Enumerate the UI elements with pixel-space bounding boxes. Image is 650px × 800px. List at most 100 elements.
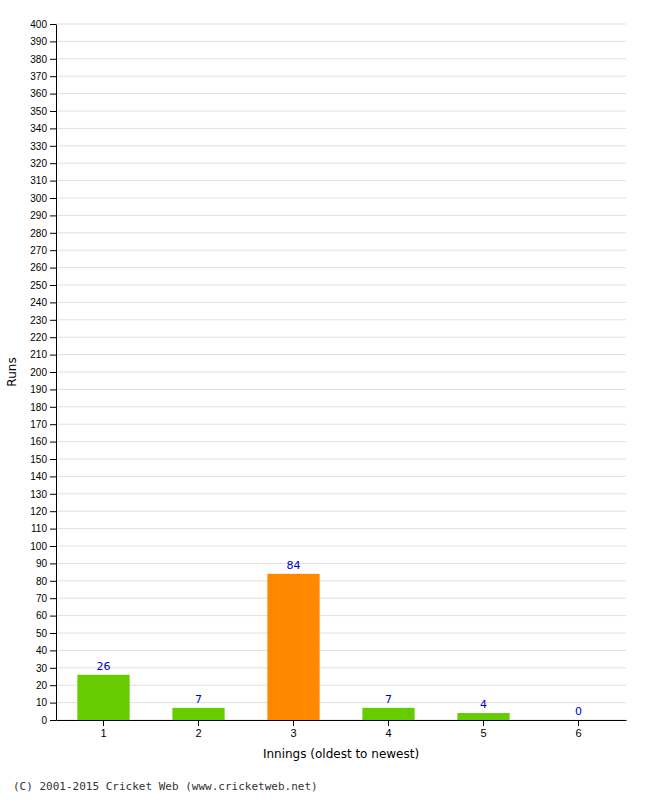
- y-tick: 260: [30, 262, 56, 273]
- y-tick-mark: [50, 372, 56, 373]
- y-tick-mark: [50, 302, 56, 303]
- data-label: 7: [385, 693, 392, 706]
- data-label: 26: [97, 660, 111, 673]
- y-tick-mark: [50, 250, 56, 251]
- x-tick-mark: [293, 720, 294, 726]
- y-tick-label: 70: [36, 593, 48, 604]
- y-tick-label: 60: [36, 610, 48, 621]
- y-tick-mark: [50, 198, 56, 199]
- y-tick: 160: [30, 436, 56, 447]
- y-tick-mark: [50, 146, 56, 147]
- grid-line: [56, 406, 626, 407]
- y-tick-label: 30: [36, 663, 48, 674]
- x-tick-label: 2: [195, 727, 201, 739]
- x-axis-title: Innings (oldest to newest): [263, 747, 419, 761]
- y-tick: 170: [30, 419, 56, 430]
- y-tick-mark: [50, 581, 56, 582]
- grid-line: [56, 93, 626, 94]
- grid-line: [56, 267, 626, 268]
- y-tick: 80: [36, 576, 56, 587]
- y-tick: 10: [36, 697, 56, 708]
- y-tick-label: 90: [36, 558, 48, 569]
- y-tick-label: 100: [30, 541, 47, 552]
- y-tick-mark: [50, 268, 56, 269]
- x-tick-mark: [103, 720, 104, 726]
- y-tick: 360: [30, 88, 56, 99]
- y-tick-mark: [50, 128, 56, 129]
- y-tick-label: 330: [30, 141, 47, 152]
- y-tick: 350: [30, 106, 56, 117]
- grid-line: [56, 302, 626, 303]
- y-tick: 230: [30, 315, 56, 326]
- data-labels: 26784740: [97, 559, 583, 718]
- grid-line: [56, 459, 626, 460]
- grid: [56, 24, 626, 720]
- y-tick-label: 210: [30, 349, 47, 360]
- y-tick-label: 200: [30, 367, 47, 378]
- y-tick: 240: [30, 297, 56, 308]
- grid-line: [56, 563, 626, 564]
- grid-line: [56, 354, 626, 355]
- x-tick-mark: [198, 720, 199, 726]
- grid-line: [56, 76, 626, 77]
- y-tick: 60: [36, 610, 56, 621]
- grid-line: [56, 580, 626, 581]
- y-tick-mark: [50, 703, 56, 704]
- y-tick-label: 310: [30, 175, 47, 186]
- y-tick-mark: [50, 233, 56, 234]
- y-tick-label: 20: [36, 680, 48, 691]
- y-tick-label: 240: [30, 297, 47, 308]
- grid-line: [56, 145, 626, 146]
- y-tick: 150: [30, 454, 56, 465]
- y-tick-label: 350: [30, 106, 47, 117]
- y-tick-label: 370: [30, 71, 47, 82]
- y-tick: 340: [30, 123, 56, 134]
- bar: [77, 675, 129, 720]
- y-tick-mark: [50, 685, 56, 686]
- x-axis: 123456: [57, 720, 627, 739]
- grid-line: [56, 720, 626, 721]
- grid-line: [56, 389, 626, 390]
- grid-line: [56, 372, 626, 373]
- y-tick-label: 190: [30, 384, 47, 395]
- y-tick-label: 280: [30, 228, 47, 239]
- y-tick-mark: [50, 459, 56, 460]
- y-tick-label: 10: [36, 697, 48, 708]
- y-tick: 370: [30, 71, 56, 82]
- y-tick-label: 40: [36, 645, 48, 656]
- y-tick: 280: [30, 228, 56, 239]
- y-tick-mark: [50, 337, 56, 338]
- data-label: 4: [480, 698, 487, 711]
- x-tick: 2: [195, 720, 201, 739]
- y-axis: 0102030405060708090100110120130140150160…: [30, 19, 56, 726]
- y-tick-label: 360: [30, 88, 47, 99]
- grid-line: [56, 163, 626, 164]
- x-tick: 6: [575, 720, 581, 739]
- grid-line: [56, 546, 626, 547]
- grid-line: [56, 232, 626, 233]
- y-tick-mark: [50, 494, 56, 495]
- y-tick: 180: [30, 402, 56, 413]
- x-tick-label: 5: [480, 727, 486, 739]
- y-tick-mark: [50, 511, 56, 512]
- grid-line: [56, 511, 626, 512]
- grid-line: [56, 441, 626, 442]
- y-tick: 250: [30, 280, 56, 291]
- y-tick: 70: [36, 593, 56, 604]
- data-label: 0: [575, 705, 582, 718]
- y-tick: 390: [30, 36, 56, 47]
- x-tick-label: 6: [575, 727, 581, 739]
- y-tick: 90: [36, 558, 56, 569]
- y-tick: 50: [36, 628, 56, 639]
- y-tick-mark: [50, 24, 56, 25]
- y-tick-label: 230: [30, 315, 47, 326]
- y-tick-mark: [50, 163, 56, 164]
- grid-line: [56, 215, 626, 216]
- y-tick-mark: [50, 407, 56, 408]
- y-tick-label: 220: [30, 332, 47, 343]
- y-tick: 30: [36, 663, 56, 674]
- y-tick-label: 120: [30, 506, 47, 517]
- y-tick-mark: [50, 616, 56, 617]
- grid-line: [56, 24, 626, 25]
- y-tick: 110: [31, 523, 56, 534]
